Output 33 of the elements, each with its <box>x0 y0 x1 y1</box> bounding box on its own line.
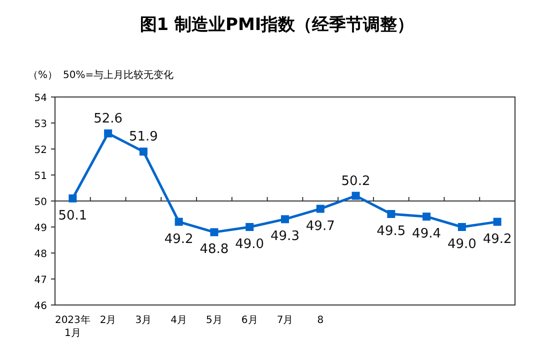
xtick: 2月 <box>100 315 116 326</box>
xtick: 8 <box>317 315 324 326</box>
data-label: 49.2 <box>164 232 194 247</box>
ytick: 46 <box>34 301 47 312</box>
data-label: 48.8 <box>200 242 229 258</box>
ytick: 54 <box>34 93 47 104</box>
data-label: 52.6 <box>94 111 123 126</box>
xtick: 7月 <box>276 315 294 326</box>
data-label: 50.2 <box>341 174 370 189</box>
xtick: 3月 <box>135 315 152 326</box>
annotation: （%） <box>28 70 58 81</box>
data-label: 49.0 <box>235 237 264 252</box>
ytick: 47 <box>34 275 47 286</box>
ytick: 50 <box>34 197 47 208</box>
ytick: 49 <box>34 223 47 234</box>
ytick: 53 <box>34 119 47 130</box>
ytick: 52 <box>34 145 47 156</box>
data-label: 50.1 <box>58 208 88 224</box>
xtick: 2023年 1月 <box>54 315 90 339</box>
data-label: 51.9 <box>128 130 158 145</box>
ytick: 51 <box>34 171 47 182</box>
xtick: 6月 <box>241 315 258 326</box>
ytick: 48 <box>34 249 47 260</box>
data-label: 49.0 <box>447 237 476 252</box>
xtick: 5月 <box>206 315 222 326</box>
data-label: 49.5 <box>376 224 406 239</box>
data-label: 49.4 <box>412 226 442 242</box>
title: 图1 制造业PMI指数（经季节调整） <box>140 15 414 35</box>
annotation: 50%=与上月比较无变化 <box>63 70 174 81</box>
data-label: 49.3 <box>270 229 300 244</box>
data-label: 49.7 <box>306 218 335 234</box>
data-label: 49.2 <box>482 232 512 247</box>
xtick: 4月 <box>170 315 188 326</box>
